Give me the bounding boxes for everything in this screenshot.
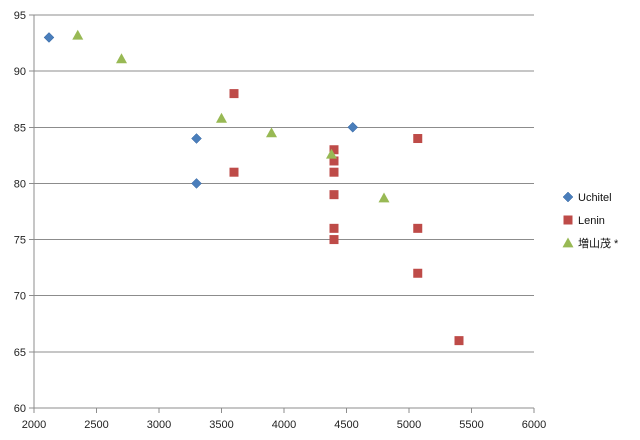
data-point-square	[229, 89, 239, 99]
data-point-diamond	[191, 133, 202, 144]
data-point-square	[329, 190, 339, 200]
data-point-square	[413, 134, 423, 144]
data-point-diamond	[347, 121, 359, 133]
y-tick-label: 90	[14, 66, 26, 78]
data-point-square	[413, 268, 423, 278]
series-diamond	[43, 32, 359, 189]
legend: Uchitel Lenin 増山茂 *	[562, 191, 619, 250]
y-tick-label: 85	[14, 122, 26, 134]
data-point-triangle	[378, 192, 390, 203]
data-point-diamond	[191, 178, 202, 189]
legend-marker-diamond	[562, 191, 574, 203]
data-point-triangle	[266, 127, 277, 138]
x-tick-label: 2000	[22, 419, 46, 431]
series-square	[229, 89, 464, 346]
axes	[29, 14, 535, 413]
x-tick-label: 5500	[459, 419, 483, 431]
legend-item: 増山茂 *	[562, 236, 619, 250]
data-point-square	[329, 235, 339, 245]
legend-label: Lenin	[578, 215, 605, 227]
y-tick-label: 75	[14, 235, 26, 247]
data-point-triangle	[116, 53, 127, 64]
y-tick-label: 70	[14, 291, 26, 303]
legend-marker-triangle	[562, 237, 574, 248]
series-triangle	[72, 29, 390, 203]
y-tick-label: 65	[14, 347, 26, 359]
legend-label: Uchitel	[578, 192, 612, 204]
data-point-square	[329, 167, 339, 177]
legend-marker-square	[563, 215, 573, 225]
y-tick-label: 80	[14, 178, 26, 190]
tick-labels: 60 65 70 75 80 85 90 95 2000 2500 3000 3500 4000 4500…	[14, 10, 546, 431]
y-tick-label: 95	[14, 10, 26, 22]
legend-item: Uchitel	[562, 191, 612, 204]
x-tick-label: 3000	[147, 419, 171, 431]
x-tick-label: 5000	[397, 419, 421, 431]
data-point-triangle	[72, 29, 84, 40]
legend-item: Lenin	[563, 215, 605, 227]
data-point-square	[413, 223, 423, 233]
y-tick-label: 60	[14, 403, 26, 415]
x-tick-label: 4500	[334, 419, 358, 431]
legend-label: 増山茂 *	[578, 236, 619, 250]
x-tick-label: 4000	[272, 419, 296, 431]
x-tick-label: 3500	[209, 419, 233, 431]
x-tick-label: 2500	[84, 419, 108, 431]
x-tick-label: 6000	[522, 419, 546, 431]
gridlines	[34, 14, 534, 353]
data-points	[43, 29, 464, 346]
data-point-square	[329, 223, 339, 233]
data-point-square	[329, 156, 339, 166]
data-point-triangle	[326, 148, 337, 159]
data-point-triangle	[216, 112, 227, 123]
data-point-square	[454, 336, 464, 346]
data-point-diamond	[43, 32, 55, 43]
data-point-square	[329, 145, 339, 155]
data-point-square	[229, 167, 239, 177]
